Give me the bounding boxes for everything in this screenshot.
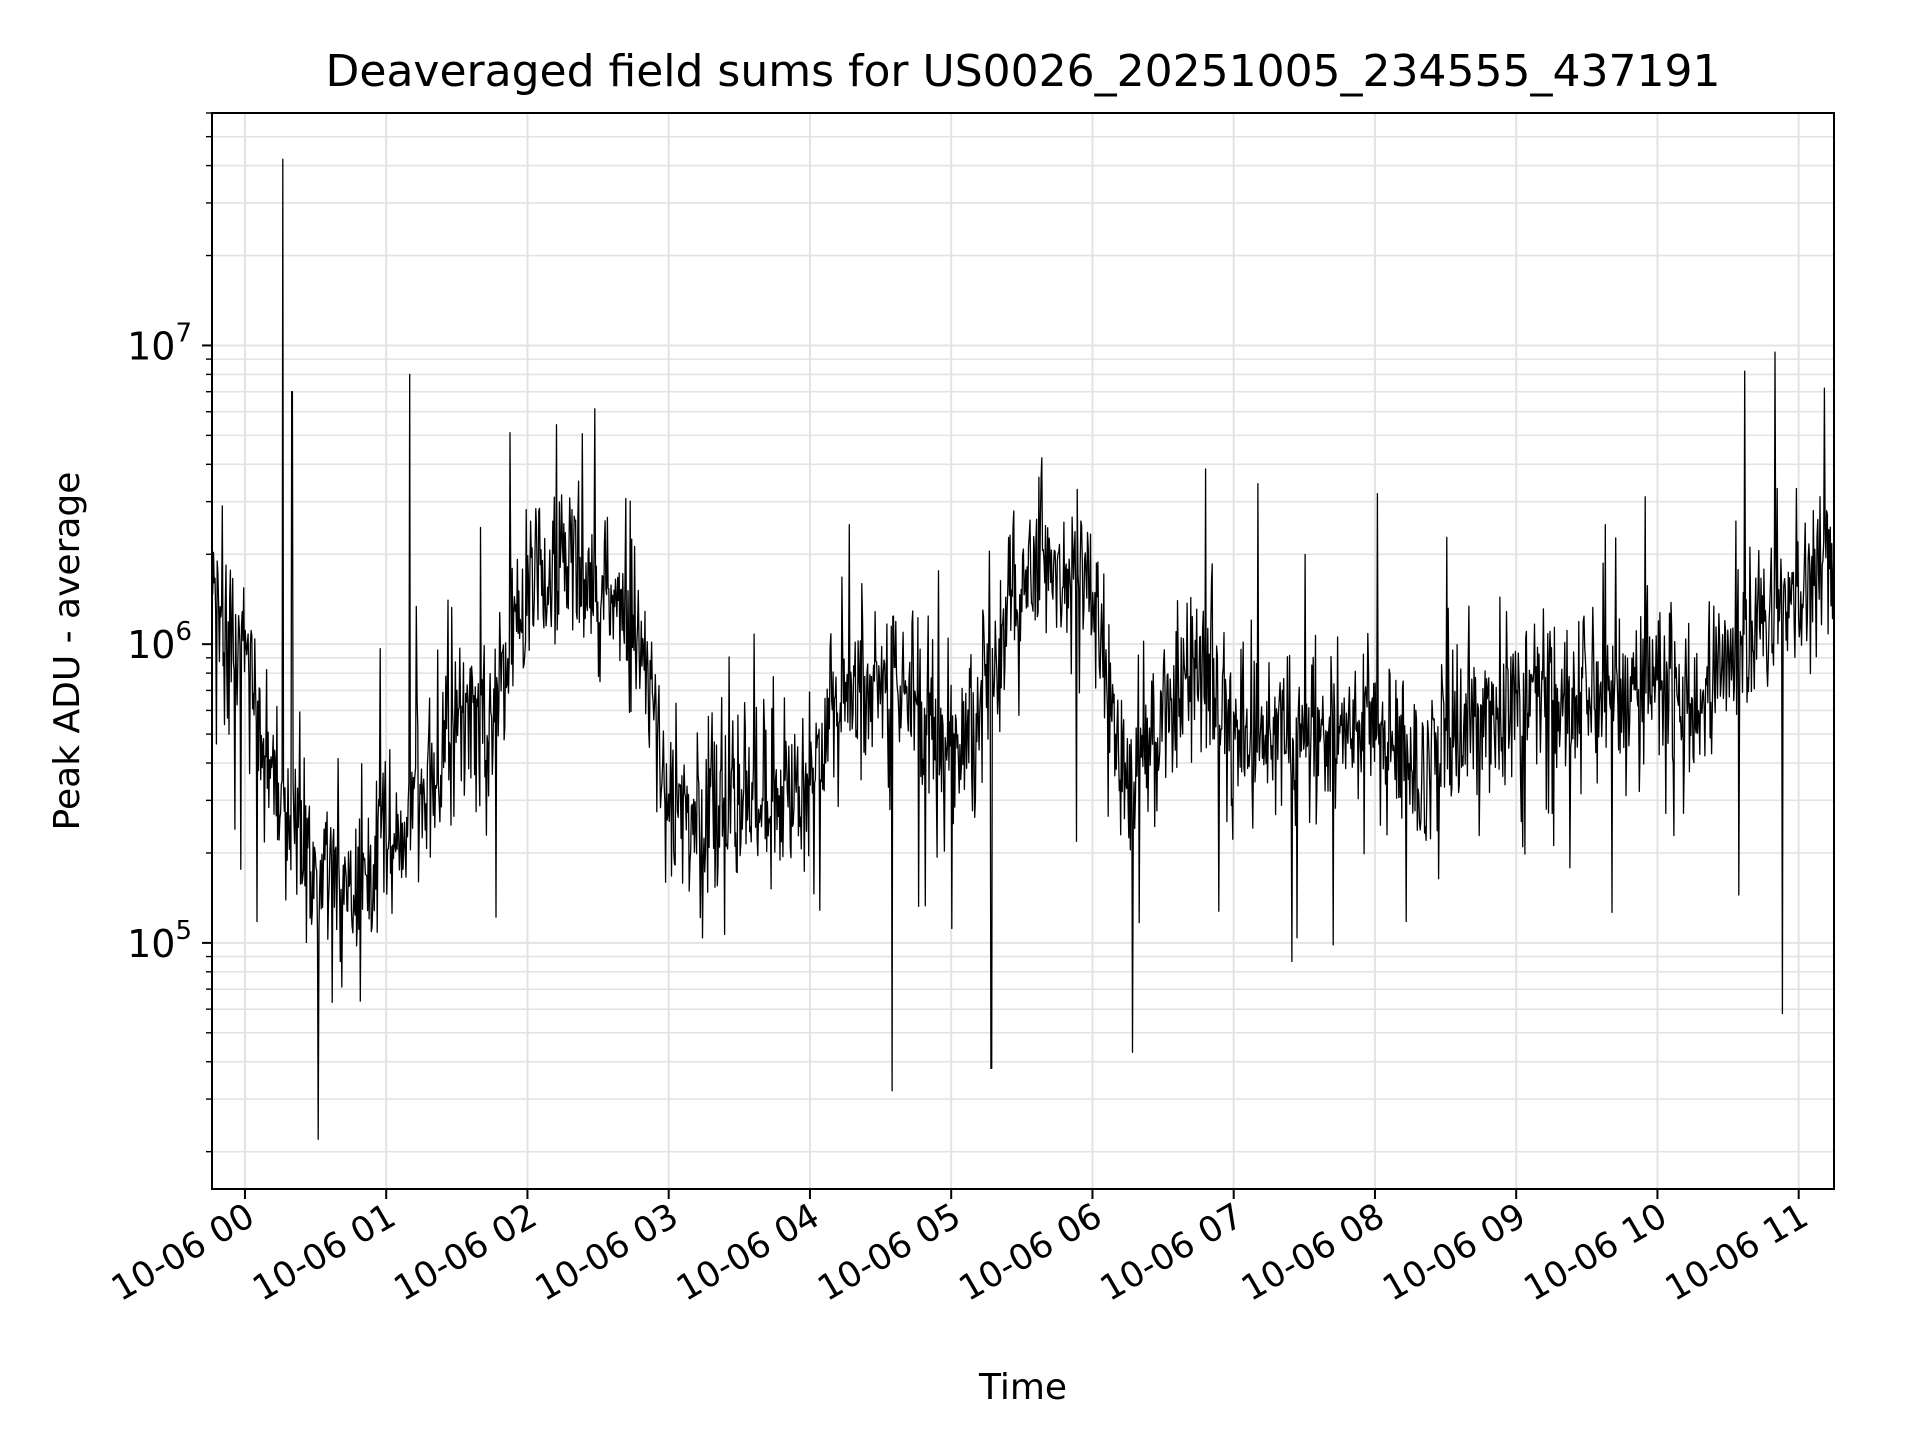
y-axis-label: Peak ADU - average (47, 472, 88, 831)
x-axis-label: Time (978, 1367, 1067, 1408)
y-tick-label: 105 (127, 916, 192, 966)
series-layer (211, 158, 1835, 1140)
y-tick-label: 106 (127, 617, 192, 667)
y-ticks: 105 106 107 (127, 112, 212, 1153)
chart-title: Deaveraged field sums for US0026_2025100… (326, 46, 1721, 97)
series-line (211, 158, 1835, 1140)
plot-frame (211, 112, 1835, 1190)
y-tick-label: 107 (127, 318, 192, 368)
grid (212, 112, 1834, 1189)
